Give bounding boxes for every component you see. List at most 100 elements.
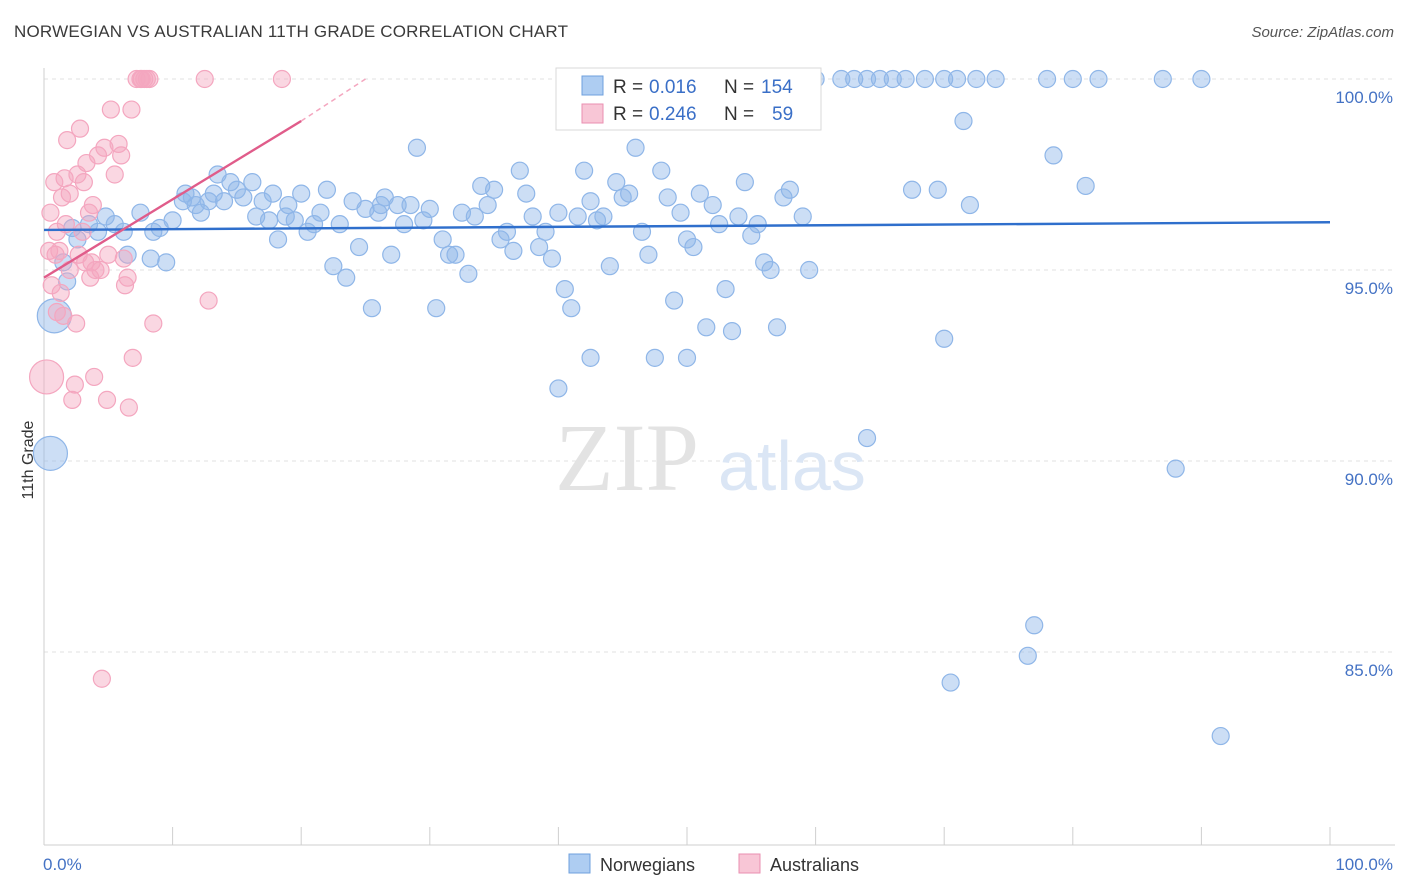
legend-n-label-1: N =: [724, 77, 754, 98]
point-norwegians-139: [954, 111, 973, 131]
series-legend-label-norwegians[interactable]: Norwegians: [600, 855, 695, 875]
legend-r-value-1: 0.016: [649, 77, 697, 98]
point-norwegians-73: [504, 241, 523, 260]
point-norwegians-128: [947, 69, 967, 89]
point-australians-46: [140, 69, 159, 89]
point-norwegians-131: [1037, 69, 1057, 89]
point-norwegians-137: [928, 180, 947, 199]
trend-line-norwegians: [43, 221, 1331, 232]
point-australians-49: [199, 291, 218, 310]
point-norwegians-75: [517, 184, 536, 203]
point-norwegians-132: [1063, 69, 1082, 89]
point-australians-38: [119, 398, 138, 417]
point-norwegians-145: [1025, 616, 1044, 635]
point-norwegians-112: [755, 253, 774, 272]
point-norwegians-88: [600, 257, 619, 276]
point-norwegians-62: [433, 230, 452, 249]
point-norwegians-141: [1044, 146, 1063, 165]
point-australians-12: [63, 390, 82, 409]
point-norwegians-42: [311, 203, 330, 222]
point-norwegians-129: [967, 69, 986, 89]
series-legend: Norwegians Australians: [568, 853, 859, 875]
point-norwegians-30: [243, 173, 262, 192]
legend-n-value-1: 154: [761, 77, 793, 98]
point-australians-17: [73, 222, 92, 241]
point-norwegians-87: [594, 207, 613, 226]
y-tick-labels: 100.0% 95.0% 90.0% 85.0%: [1335, 88, 1393, 680]
y-tick-label-3: 85.0%: [1345, 661, 1393, 680]
point-norwegians-43: [317, 180, 337, 199]
axes: [43, 68, 1395, 846]
point-norwegians-96: [652, 161, 671, 180]
point-norwegians-34: [263, 184, 283, 203]
point-norwegians-125: [896, 69, 915, 89]
point-australians-55: [74, 173, 93, 192]
point-australians-34: [112, 146, 131, 165]
point-norwegians-99: [671, 203, 690, 222]
point-australians-47: [144, 314, 163, 333]
point-norwegians-80: [549, 203, 568, 222]
point-norwegians-60: [420, 199, 439, 218]
point-norwegians-64: [446, 245, 465, 264]
point-norwegians-50: [362, 299, 382, 318]
trend-line-australians: [43, 119, 302, 279]
point-australians-0: [28, 359, 65, 395]
legend-r-label-2: R =: [613, 104, 643, 125]
point-norwegians-151: [677, 348, 697, 367]
point-australians-16: [70, 119, 90, 138]
point-norwegians-48: [349, 237, 369, 257]
point-norwegians-121: [845, 69, 864, 89]
point-norwegians-98: [665, 291, 684, 310]
point-norwegians-142: [1076, 176, 1095, 196]
point-norwegians-69: [478, 195, 497, 215]
point-norwegians-28: [227, 180, 246, 199]
point-norwegians-115: [774, 188, 793, 207]
x-tick-label-min: 0.0%: [43, 855, 82, 874]
point-australians-27: [92, 669, 111, 688]
point-norwegians-70: [485, 180, 504, 199]
legend-r-value-2: 0.246: [649, 104, 697, 125]
point-norwegians-138: [935, 329, 954, 348]
point-norwegians-61: [427, 299, 446, 318]
point-norwegians-58: [407, 138, 427, 157]
point-norwegians-92: [626, 138, 645, 157]
point-norwegians-63: [439, 245, 459, 264]
stats-legend: R = 0.016 N = 154 R = 0.246 N = 59: [555, 67, 822, 131]
point-norwegians-116: [780, 180, 799, 199]
point-norwegians-59: [414, 211, 433, 230]
point-norwegians-147: [941, 673, 960, 692]
y-tick-label-2: 90.0%: [1345, 470, 1393, 489]
point-australians-53: [52, 188, 72, 207]
point-norwegians-26: [214, 192, 234, 211]
point-australians-37: [118, 268, 137, 287]
series-legend-swatch-norwegians[interactable]: [568, 853, 591, 874]
point-norwegians-56: [394, 215, 414, 234]
point-norwegians-122: [857, 69, 877, 89]
legend-r-label-1: R =: [613, 77, 643, 98]
point-norwegians-140: [960, 195, 980, 215]
point-norwegians-35: [268, 230, 288, 249]
point-australians-39: [122, 100, 141, 119]
trend-line-extension-australians: [300, 78, 366, 122]
point-australians-25: [88, 146, 108, 165]
point-norwegians-77: [530, 237, 549, 257]
point-norwegians-82: [562, 299, 581, 318]
point-norwegians-85: [581, 192, 600, 211]
series-legend-label-australians[interactable]: Australians: [770, 855, 859, 875]
point-norwegians-146: [1018, 646, 1037, 665]
point-norwegians-120: [832, 69, 851, 89]
point-australians-22: [83, 195, 102, 215]
point-norwegians-102: [690, 184, 709, 203]
point-norwegians-123: [870, 69, 890, 89]
y-tick-label-1: 95.0%: [1345, 279, 1393, 298]
watermark-zip: ZIP: [555, 404, 699, 511]
series-legend-swatch-australians[interactable]: [738, 853, 761, 874]
point-australians-32: [105, 165, 124, 184]
point-norwegians-83: [568, 207, 587, 226]
point-norwegians-135: [1192, 69, 1211, 89]
point-norwegians-54: [382, 245, 401, 264]
point-australians-30: [99, 245, 118, 264]
point-australians-4: [45, 173, 64, 192]
point-norwegians-133: [1089, 69, 1108, 89]
